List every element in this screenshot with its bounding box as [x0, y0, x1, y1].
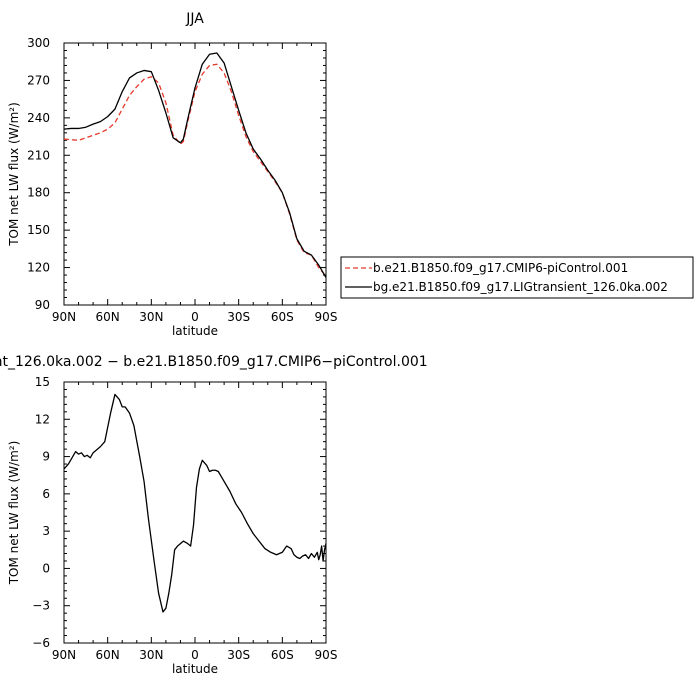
top-panel: 90N 60N 30N 0 30S 60S 90S 90 120 150 180 210 240 270 3… — [7, 11, 337, 338]
x-tick-label: 30S — [227, 310, 250, 324]
y-tick-label: 0 — [42, 561, 50, 575]
x-tick-label: 90N — [52, 648, 76, 662]
y-tick-label: 150 — [27, 223, 50, 237]
legend-label-1: bg.e21.B1850.f09_g17.LIGtransient_126.0k… — [373, 280, 668, 294]
x-tick-label: 60N — [96, 310, 120, 324]
y-tick-label: −6 — [32, 636, 50, 650]
y-tick-label: 90 — [35, 298, 50, 312]
y-tick-label: 270 — [27, 73, 50, 87]
y-tick-label: 12 — [35, 412, 50, 426]
plot-frame — [63, 42, 327, 306]
x-tick-label: 90N — [52, 310, 76, 324]
x-tick-label: 0 — [191, 310, 199, 324]
x-tick-label: 30S — [227, 648, 250, 662]
x-tick-label: 0 — [191, 648, 199, 662]
y-tick-label: 240 — [27, 111, 50, 125]
x-tick-label: 60N — [96, 648, 120, 662]
y-tick-label: 15 — [35, 375, 50, 389]
y-tick-label: 6 — [42, 487, 50, 501]
x-tick-label: 30N — [139, 310, 163, 324]
y-tick-label: −3 — [32, 599, 50, 613]
x-tick-label: 60S — [271, 310, 294, 324]
y-axis-label: TOM net LW flux (W/m²) — [7, 441, 21, 586]
x-axis-label: latitude — [172, 662, 218, 676]
legend: b.e21.B1850.f09_g17.CMIP6-piControl.001b… — [340, 256, 694, 299]
y-tick-label: 300 — [27, 36, 50, 50]
legend-label-0: b.e21.B1850.f09_g17.CMIP6-piControl.001 — [373, 261, 628, 275]
series-line-0 — [63, 63, 327, 277]
x-axis-label: latitude — [172, 324, 218, 338]
x-tick-label: 90S — [315, 648, 338, 662]
chart-title: JJA — [185, 11, 204, 27]
x-tick-label: 90S — [315, 310, 338, 324]
y-tick-label: 180 — [27, 186, 50, 200]
series-line-1 — [63, 52, 327, 278]
y-tick-label: 3 — [42, 524, 50, 538]
x-tick-label: 30N — [139, 648, 163, 662]
legend-box — [340, 256, 694, 299]
y-tick-label: 9 — [42, 450, 50, 464]
y-axis-label: TOM net LW flux (W/m²) — [7, 102, 21, 247]
y-tick-label: 120 — [27, 261, 50, 275]
chart-title: LIGtransient_126.0ka.002 − b.e21.B1850.f… — [0, 354, 428, 370]
series-line-0 — [63, 393, 327, 613]
y-tick-label: 210 — [27, 148, 50, 162]
x-tick-label: 60S — [271, 648, 294, 662]
bottom-panel: 90N 60N 30N 0 30S 60S 90S −6 −3 0 3 6 9 12 15 LIGtransi… — [0, 354, 428, 676]
